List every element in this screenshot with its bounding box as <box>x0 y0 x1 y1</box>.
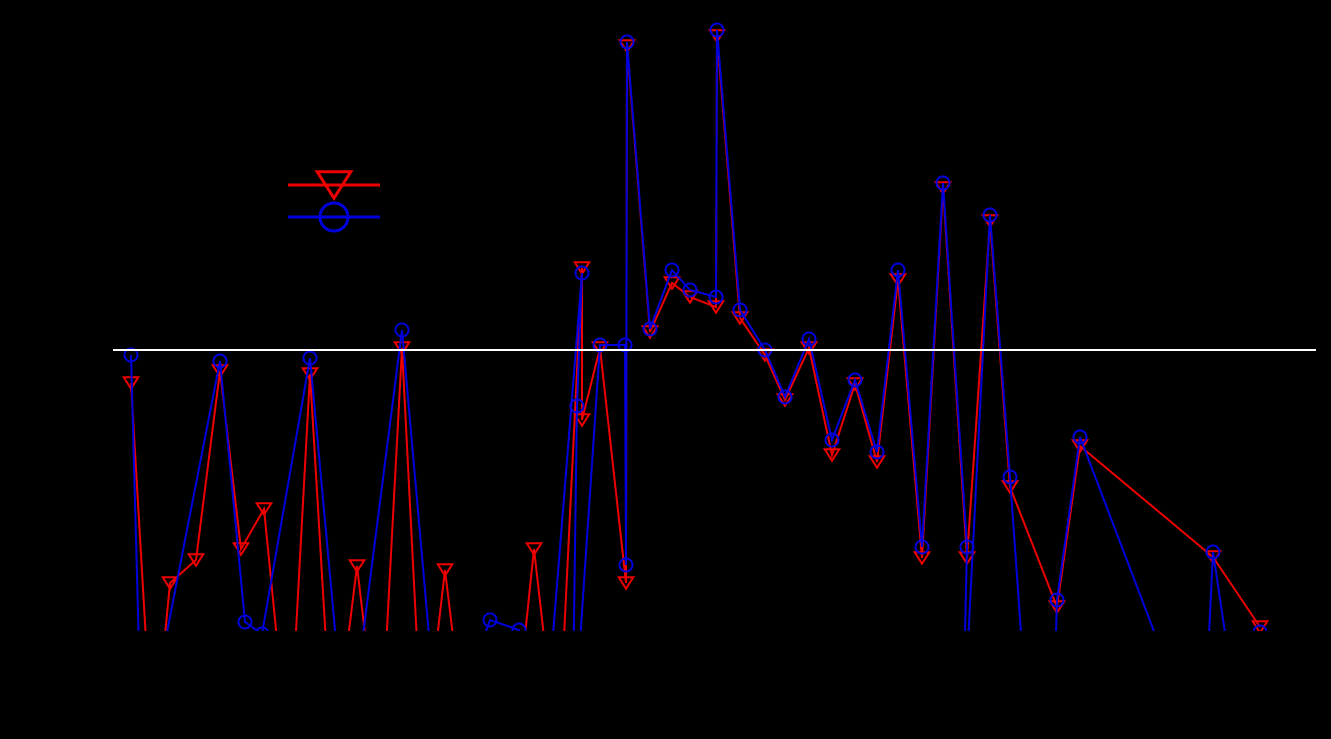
red-series-marker <box>912 551 932 566</box>
chart-legend[interactable] <box>288 170 380 233</box>
blue-series-marker <box>664 262 680 278</box>
red-series-marker <box>706 300 726 315</box>
blue-series-marker <box>237 614 253 630</box>
red-series-marker <box>730 311 750 326</box>
blue-series-marker <box>708 289 724 305</box>
blue-series-marker <box>890 262 906 278</box>
blue-series-marker <box>914 539 930 555</box>
red-series-marker <box>524 542 544 557</box>
blue-series-marker <box>982 207 998 223</box>
red-series-marker <box>775 393 795 408</box>
blue-series-marker <box>642 321 658 337</box>
blue-series <box>123 22 1268 631</box>
blue-series-marker <box>617 337 633 353</box>
red-series-marker <box>616 576 636 591</box>
blue-series-marker <box>302 350 318 366</box>
blue-series-marker <box>511 622 527 631</box>
red-series <box>121 29 1270 631</box>
blue-series-marker <box>619 34 635 50</box>
blue-series-marker <box>255 626 269 631</box>
blue-series-marker <box>732 302 748 318</box>
red-series-marker <box>435 563 455 578</box>
blue-series-marker <box>123 347 139 363</box>
blue-series-marker <box>212 353 228 369</box>
triangle-down-icon <box>314 170 354 201</box>
red-series-marker <box>590 341 610 356</box>
blue-series-marker <box>574 265 590 281</box>
blue-series-marker <box>1049 592 1065 608</box>
blue-series-marker <box>569 398 585 414</box>
red-series-marker <box>254 502 274 517</box>
blue-series-marker <box>869 444 885 460</box>
series-layer <box>121 22 1270 631</box>
red-series-marker <box>392 341 412 356</box>
blue-series-marker <box>482 612 498 628</box>
red-series-marker <box>160 576 180 591</box>
red-series-marker <box>867 455 887 470</box>
blue-series-line <box>130 29 1226 631</box>
blue-series-marker <box>1205 544 1221 560</box>
circle-icon <box>318 201 350 233</box>
blue-series-marker <box>618 557 634 573</box>
blue-series-marker <box>935 175 951 191</box>
blue-series-marker <box>1252 624 1268 631</box>
blue-series-marker <box>959 539 975 555</box>
red-series-marker <box>680 290 700 305</box>
blue-series-marker <box>682 282 698 298</box>
blue-series-marker <box>394 322 410 338</box>
blue-series-marker <box>777 389 793 405</box>
red-series-marker <box>572 413 592 428</box>
blue-series-marker <box>1002 469 1018 485</box>
blue-series-marker <box>592 337 608 353</box>
blue-series-marker <box>1072 429 1088 445</box>
red-series-marker <box>617 39 637 54</box>
legend-entry-blue[interactable] <box>288 201 380 233</box>
red-series-marker <box>347 559 367 574</box>
blue-series-marker <box>801 331 817 347</box>
red-series-marker <box>186 553 206 568</box>
legend-entry-red[interactable] <box>288 170 380 201</box>
red-series-marker <box>822 448 842 463</box>
blue-series-marker <box>847 372 863 388</box>
blue-series-marker <box>824 432 840 448</box>
blue-series-marker <box>709 22 725 38</box>
red-series-line <box>130 35 1261 631</box>
